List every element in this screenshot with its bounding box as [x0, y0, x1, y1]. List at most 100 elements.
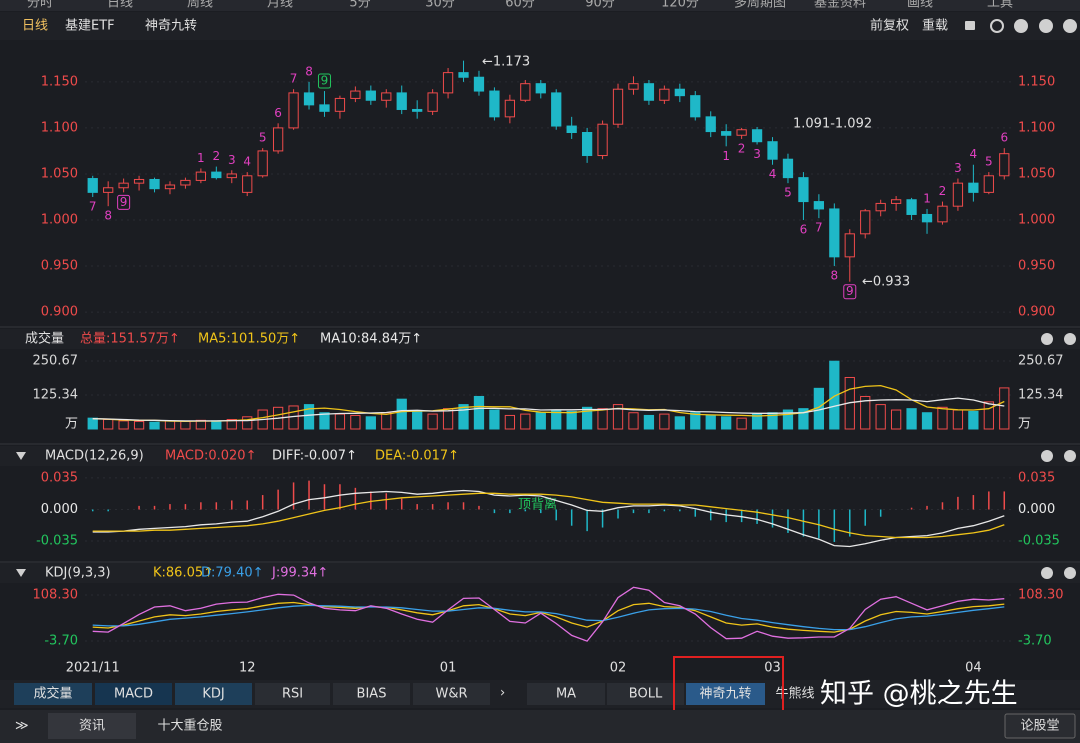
- candle-body: [612, 88, 624, 125]
- td-count: 6: [274, 106, 282, 120]
- close-icon[interactable]: [1041, 450, 1053, 462]
- candle-body: [164, 184, 176, 190]
- top-tab[interactable]: 基金资料: [814, 0, 866, 11]
- period[interactable]: 日线: [22, 19, 48, 34]
- footer-tab[interactable]: 资讯: [79, 719, 105, 734]
- volume-bar: [458, 404, 469, 430]
- volume-bar: [952, 409, 964, 430]
- y-tick-label: 250.67: [33, 354, 79, 369]
- volume-bar: [303, 404, 315, 430]
- settings-icon[interactable]: [1063, 19, 1077, 33]
- top-tab[interactable]: 30分: [425, 0, 455, 11]
- top-tab[interactable]: 5分: [349, 0, 370, 11]
- header-row: [0, 12, 1080, 40]
- candle-body: [813, 201, 825, 210]
- tab[interactable]: 神奇九转: [699, 686, 751, 702]
- y-unit: 万: [1018, 417, 1031, 432]
- candle-body: [520, 83, 531, 101]
- top-tab[interactable]: 画线: [907, 0, 933, 11]
- zoom-out-icon[interactable]: [1039, 19, 1053, 33]
- tab-bg: [607, 683, 684, 705]
- y-tick-label: 0.000: [1018, 502, 1055, 517]
- candle-body: [257, 150, 268, 177]
- tab[interactable]: KDJ: [202, 687, 224, 702]
- more-tabs[interactable]: ›: [500, 686, 505, 701]
- candle-body: [999, 153, 1010, 177]
- td-count: 4: [243, 155, 251, 169]
- tab[interactable]: MA: [556, 687, 576, 702]
- tab[interactable]: 牛熊线: [775, 686, 814, 702]
- divergence-label: 顶背离: [518, 497, 557, 513]
- y-tick-label: 1.050: [1018, 166, 1055, 181]
- candle-body: [705, 116, 716, 133]
- top-tab[interactable]: 日线: [107, 0, 133, 11]
- zoom-in-icon[interactable]: [1014, 19, 1028, 33]
- y-tick-label: -0.035: [1018, 534, 1060, 549]
- lock-icon[interactable]: [965, 21, 975, 30]
- top-tab[interactable]: 月线: [267, 0, 293, 11]
- y-tick-label: 0.035: [1018, 470, 1055, 485]
- high-annotation: ←1.173: [482, 55, 530, 70]
- x-tick-label: 12: [239, 661, 256, 676]
- close-icon[interactable]: [1041, 333, 1053, 345]
- x-tick-label: 2021/11: [66, 661, 120, 676]
- tab[interactable]: RSI: [282, 687, 303, 702]
- volume-bar: [690, 412, 701, 430]
- td-count: 9: [846, 284, 854, 298]
- td-count: 3: [753, 147, 761, 161]
- indicator-name[interactable]: 神奇九转: [145, 18, 197, 34]
- top-tab[interactable]: 120分: [661, 0, 699, 11]
- legend-entry: MA10:84.84万↑: [320, 332, 422, 347]
- td-count: 4: [970, 147, 978, 161]
- volume-bar: [983, 401, 994, 430]
- close-icon[interactable]: [1041, 567, 1053, 579]
- tab[interactable]: BOLL: [629, 687, 663, 702]
- candle-body: [211, 171, 222, 179]
- td-box: [843, 284, 857, 300]
- top-tab[interactable]: 多周期图: [734, 0, 786, 11]
- y-tick-label: 0.950: [41, 259, 78, 274]
- tab-bg: [175, 683, 252, 705]
- top-tab[interactable]: 分时: [27, 0, 53, 11]
- footer-button[interactable]: 论股堂: [1020, 719, 1059, 734]
- volume-bar: [334, 413, 346, 430]
- tab[interactable]: 成交量: [33, 686, 72, 702]
- volume-bar: [829, 360, 840, 430]
- collapse-icon[interactable]: [16, 569, 26, 577]
- volume-bar: [164, 420, 176, 430]
- candle-body: [442, 72, 454, 94]
- volume-bar: [674, 416, 685, 430]
- top-tab[interactable]: 60分: [505, 0, 535, 11]
- x-tick-label: 02: [610, 661, 627, 676]
- candle-body: [798, 177, 809, 203]
- y-tick-label: 1.000: [1018, 213, 1055, 228]
- collapse-icon[interactable]: [16, 452, 26, 460]
- candle-body: [396, 92, 407, 110]
- volume-bar: [937, 406, 948, 430]
- expand-icon[interactable]: ≫: [15, 719, 29, 734]
- td-count: 3: [954, 161, 962, 175]
- top-tab[interactable]: 工具: [987, 0, 1013, 11]
- top-tab[interactable]: 90分: [585, 0, 615, 11]
- tab[interactable]: MACD: [114, 687, 153, 702]
- adjust-button[interactable]: 前复权: [870, 18, 909, 34]
- tab-bg: [333, 683, 410, 705]
- line: [92, 384, 1005, 423]
- y-tick-label: 0.000: [41, 502, 78, 517]
- tab[interactable]: BIAS: [357, 687, 387, 702]
- settings-icon[interactable]: [1064, 450, 1076, 462]
- candle-body: [968, 182, 979, 193]
- candle-body: [504, 99, 516, 118]
- tool-icons: [965, 19, 1077, 33]
- x-tick-label: 04: [965, 661, 982, 676]
- top-tab[interactable]: 周线: [187, 0, 213, 11]
- candle-body: [829, 208, 840, 258]
- settings-icon[interactable]: [1064, 567, 1076, 579]
- settings-icon[interactable]: [1064, 333, 1076, 345]
- tab[interactable]: W&R: [435, 687, 467, 702]
- footer-tab[interactable]: 十大重仓股: [157, 718, 222, 734]
- candle-body: [566, 125, 577, 134]
- undo-icon[interactable]: [990, 19, 1004, 33]
- reload-button[interactable]: 重载: [922, 18, 948, 34]
